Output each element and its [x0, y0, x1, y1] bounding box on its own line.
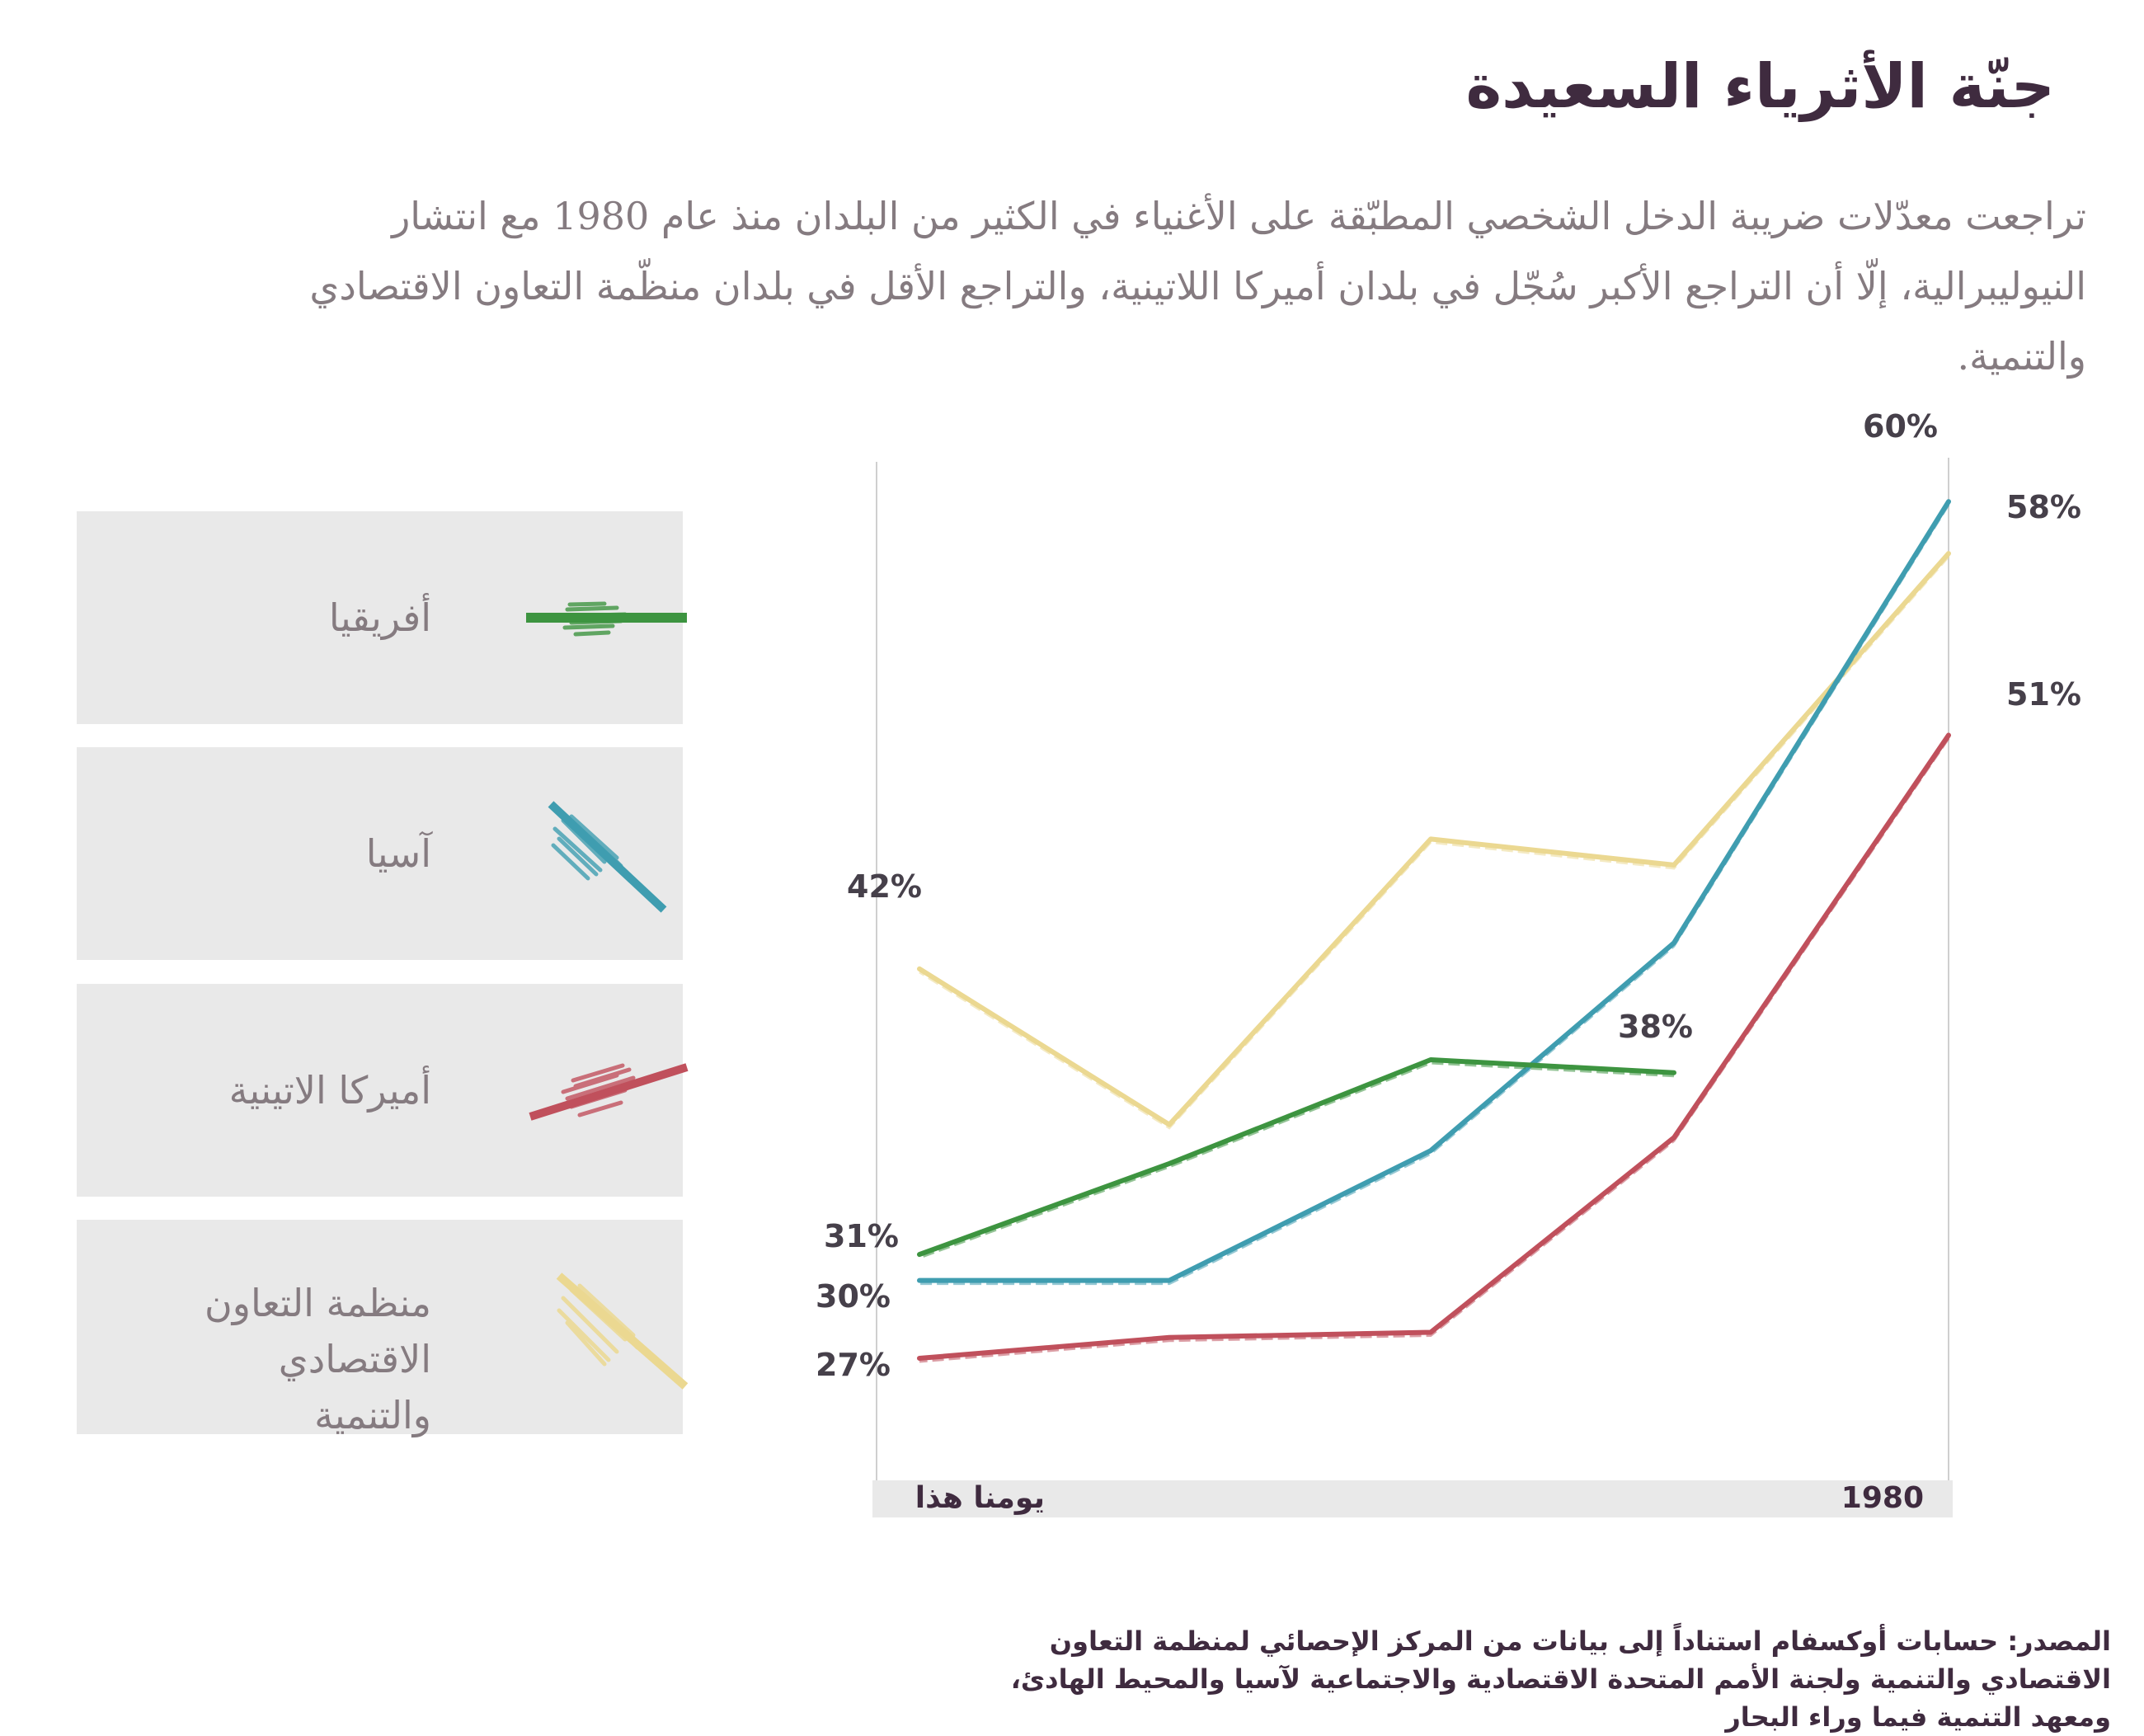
legend-swatch-icon	[529, 1063, 689, 1121]
legend-label: آسيا	[365, 831, 431, 876]
x-tick-label-today: يومنا هذا	[915, 1481, 1045, 1515]
data-label-3-end: 27%	[816, 1347, 891, 1383]
legend-label: منظمة التعاون الاقتصادي والتنمية	[204, 1281, 431, 1437]
source-note: المصدر: حسابات أوكسفام استناداً إلى بيان…	[1010, 1625, 2111, 1733]
x-tick-label-1980: 1980	[1841, 1481, 1924, 1515]
data-label-0-end: 42%	[847, 868, 922, 905]
series-line-3	[917, 732, 1951, 1361]
legend-item-africa: أفريقيا	[77, 511, 687, 724]
legend-item-oecd: منظمة التعاون الاقتصادي والتنمية	[77, 1220, 689, 1437]
data-label-2-start: 38%	[1618, 1009, 1693, 1045]
series-line-1	[917, 499, 1951, 1283]
series-line-0	[917, 551, 1951, 1127]
legend-swatch-icon	[556, 1273, 689, 1390]
series-line-texture-3	[919, 737, 1950, 1363]
x-axis-band	[872, 1480, 1953, 1517]
series-line-texture-2	[919, 1061, 1675, 1259]
chart-title: جنّة الأثرياء السعيدة	[1465, 51, 2056, 122]
legend-swatch-icon	[548, 801, 667, 913]
legend-swatch-icon	[526, 601, 687, 637]
data-label-3-start: 51%	[2006, 676, 2081, 713]
data-label-layer: 58% 42% 60% 30% 38% 31% 51% 27%	[816, 408, 2081, 1383]
series-line-texture-1	[919, 504, 1950, 1286]
series-layer	[917, 499, 1951, 1363]
legend-item-latin-america: أميركا الاتينية	[77, 984, 689, 1197]
series-line-2	[917, 1057, 1676, 1258]
data-label-1-start: 60%	[1863, 408, 1938, 445]
legend-label: أميركا الاتينية	[228, 1068, 431, 1113]
series-line-texture-0	[919, 556, 1950, 1130]
chart-subtitle: تراجعت معدّلات ضريبة الدخل الشخصي المطبّ…	[309, 194, 2086, 379]
legend-label: أفريقيا	[328, 595, 431, 640]
data-label-2-end: 31%	[824, 1218, 899, 1254]
data-label-0-start: 58%	[2006, 489, 2081, 525]
legend-item-asia: آسيا	[77, 747, 683, 960]
data-label-1-end: 30%	[816, 1278, 891, 1315]
